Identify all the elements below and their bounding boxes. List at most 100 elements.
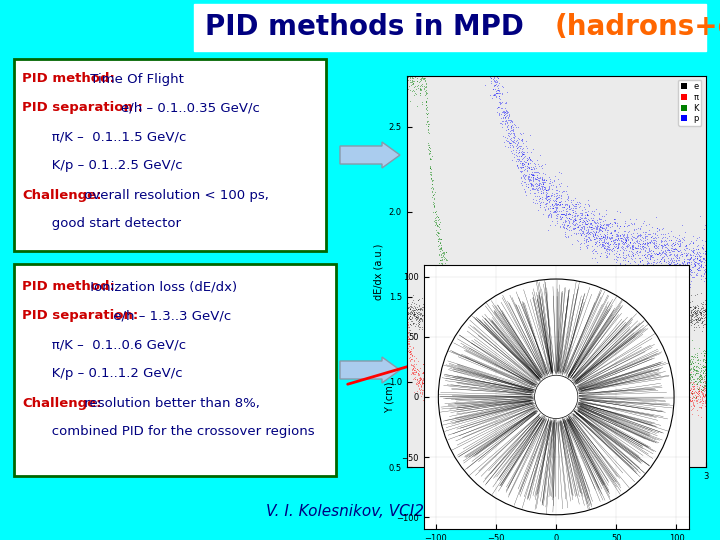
Point (562, 383, 573, 391)
Point (652, 303, 663, 312)
Point (510, 152, 522, 160)
Point (511, 364, 523, 373)
Point (482, 329, 493, 338)
Point (433, 35, 445, 44)
Point (453, 307, 464, 316)
Point (488, 363, 500, 372)
Point (539, 359, 550, 368)
Point (418, 316, 430, 325)
Point (412, 356, 423, 365)
Point (569, 361, 580, 369)
Point (471, 313, 482, 322)
Point (582, 401, 594, 410)
Point (545, 213, 557, 221)
Point (607, 316, 618, 325)
Point (418, 85, 430, 93)
Point (415, 81, 426, 90)
Point (553, 307, 564, 316)
Point (595, 386, 607, 394)
Point (462, 396, 474, 404)
Point (685, 313, 696, 321)
Point (690, 394, 701, 402)
Point (615, 374, 626, 382)
Point (680, 399, 692, 407)
Point (485, 302, 496, 311)
Point (591, 312, 603, 321)
Point (552, 408, 563, 417)
Point (696, 362, 708, 370)
Point (600, 312, 611, 320)
Point (678, 373, 690, 381)
Point (675, 403, 686, 412)
Point (406, 38, 418, 46)
Point (518, 354, 530, 362)
Point (523, 401, 535, 409)
Point (510, 380, 521, 389)
Point (480, 306, 492, 315)
Point (425, 147, 436, 156)
Point (532, 322, 544, 331)
Point (448, 382, 459, 391)
Point (540, 306, 552, 315)
Point (501, 397, 513, 406)
Point (502, 312, 513, 320)
Point (586, 296, 598, 305)
Point (479, 51, 490, 59)
Point (601, 227, 613, 236)
Point (439, 273, 451, 281)
Point (442, 380, 454, 389)
Point (566, 384, 577, 393)
Point (562, 393, 573, 401)
Point (547, 312, 559, 320)
Point (508, 133, 519, 141)
Point (459, 387, 470, 396)
Point (639, 381, 651, 390)
Point (668, 312, 680, 320)
Point (657, 373, 669, 382)
Point (454, 303, 466, 312)
Point (438, 320, 450, 329)
Point (611, 220, 623, 229)
Point (597, 384, 608, 393)
Point (430, 314, 441, 322)
Point (452, 17, 464, 25)
Point (423, 310, 434, 319)
Point (682, 312, 693, 321)
Point (490, 313, 501, 322)
Point (611, 254, 622, 263)
Point (629, 404, 641, 413)
Point (476, 400, 487, 408)
Point (562, 354, 574, 363)
Point (624, 244, 636, 253)
Point (483, 62, 495, 71)
Point (639, 303, 651, 312)
Point (545, 396, 557, 404)
Point (626, 364, 637, 373)
Point (562, 210, 574, 218)
Point (611, 388, 622, 397)
Point (593, 241, 605, 249)
Point (414, 47, 426, 56)
Point (591, 242, 603, 251)
Point (499, 356, 510, 365)
Point (455, 51, 467, 60)
Point (626, 247, 638, 256)
Point (679, 412, 690, 421)
Point (418, 330, 430, 339)
Point (423, 50, 435, 59)
Point (440, 307, 451, 316)
Point (684, 386, 696, 395)
Point (541, 371, 553, 380)
Point (464, 294, 475, 302)
Point (516, 309, 528, 318)
Point (545, 192, 557, 200)
Point (654, 317, 666, 326)
Point (582, 210, 593, 218)
Point (431, 313, 443, 321)
Point (490, 311, 501, 320)
Point (475, 308, 487, 316)
Point (667, 319, 679, 327)
Point (457, 309, 469, 318)
Point (577, 302, 589, 310)
Point (591, 397, 603, 406)
